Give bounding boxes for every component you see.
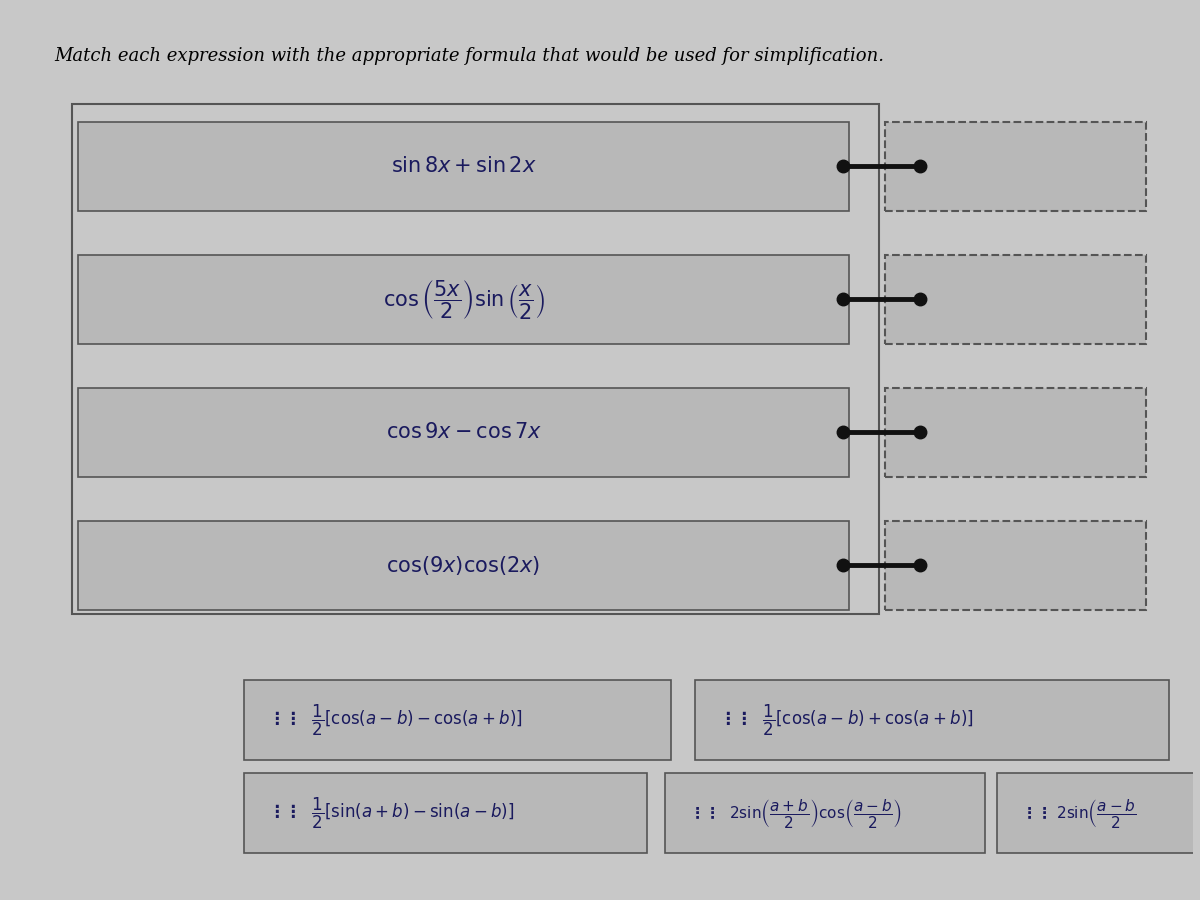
FancyBboxPatch shape <box>665 773 985 853</box>
Text: $\mathbf{\vdots\vdots}$  $\dfrac{1}{2}[\cos(a-b) + \cos(a+b)]$: $\mathbf{\vdots\vdots}$ $\dfrac{1}{2}[\c… <box>719 703 973 738</box>
Text: $\sin 8x + \sin 2x$: $\sin 8x + \sin 2x$ <box>391 157 536 176</box>
Text: Match each expression with the appropriate formula that would be used for simpli: Match each expression with the appropria… <box>54 47 884 65</box>
FancyBboxPatch shape <box>884 521 1146 609</box>
Text: $\cos(9x)\cos(2x)$: $\cos(9x)\cos(2x)$ <box>386 554 541 577</box>
FancyBboxPatch shape <box>695 680 1169 760</box>
FancyBboxPatch shape <box>244 773 648 853</box>
Text: $\cos\left(\dfrac{5x}{2}\right)\sin\left(\dfrac{x}{2}\right)$: $\cos\left(\dfrac{5x}{2}\right)\sin\left… <box>383 278 545 321</box>
FancyBboxPatch shape <box>78 521 850 609</box>
FancyBboxPatch shape <box>997 773 1200 853</box>
Text: $\mathbf{\vdots\vdots}$  $\dfrac{1}{2}[\sin(a+b) - \sin(a-b)]$: $\mathbf{\vdots\vdots}$ $\dfrac{1}{2}[\s… <box>268 796 515 831</box>
FancyBboxPatch shape <box>884 388 1146 477</box>
FancyBboxPatch shape <box>78 255 850 344</box>
FancyBboxPatch shape <box>884 122 1146 211</box>
FancyBboxPatch shape <box>884 255 1146 344</box>
Text: $\mathbf{\vdots\vdots}$  $\dfrac{1}{2}[\cos(a-b) - \cos(a+b)]$: $\mathbf{\vdots\vdots}$ $\dfrac{1}{2}[\c… <box>268 703 522 738</box>
FancyBboxPatch shape <box>78 122 850 211</box>
Text: $\mathbf{\vdots\vdots}$  $2\sin\!\left(\dfrac{a+b}{2}\right)\cos\!\left(\dfrac{a: $\mathbf{\vdots\vdots}$ $2\sin\!\left(\d… <box>689 796 902 830</box>
FancyBboxPatch shape <box>244 680 671 760</box>
Text: $\mathbf{\vdots\vdots}$ $2\sin\!\left(\dfrac{a-b}{2}\right.$: $\mathbf{\vdots\vdots}$ $2\sin\!\left(\d… <box>1021 796 1136 830</box>
FancyBboxPatch shape <box>78 388 850 477</box>
Text: $\cos 9x - \cos 7x$: $\cos 9x - \cos 7x$ <box>385 422 541 442</box>
